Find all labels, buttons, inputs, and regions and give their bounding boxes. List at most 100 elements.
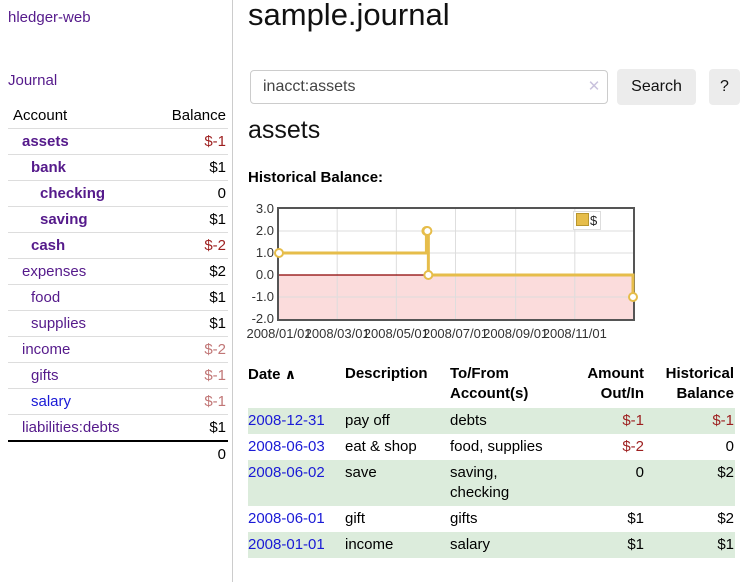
transaction-accounts: saving, checking [450, 464, 510, 501]
account-row: expenses $2 [8, 258, 228, 285]
x-axis-tick-label: 2008/05/01 [363, 326, 429, 341]
sort-ascending-icon: ∧ [284, 366, 297, 382]
y-axis-tick-label: 1.0 [255, 245, 274, 260]
y-axis-tick-label: -1.0 [251, 289, 274, 304]
account-balance: $-1 [150, 362, 228, 389]
register-table-body: 2008-12-31 pay off debts $-1 $-1 2008-06-03 ea… [248, 408, 735, 558]
register-header-row: Date ∧ Description To/From Account(s) Am… [248, 362, 735, 408]
accounts-table-body: Account Balance assets $-1 bank $1 checking 0… [8, 103, 228, 467]
amount-column-header: Amount Out/In [587, 365, 644, 402]
clear-search-icon[interactable]: ✕ [587, 78, 601, 95]
data-point-marker [422, 226, 433, 236]
transaction-date-link[interactable]: 2008-12-31 [248, 412, 325, 429]
historical-balance-chart: 3.0 2.0 1.0 0.0 -1.0 -2.0 2008/01/01 2008/03/0… [246, 199, 742, 344]
transaction-amount: $1 [627, 536, 644, 553]
app-title-link[interactable]: hledger-web [8, 9, 91, 26]
account-row: gifts $-1 [8, 362, 228, 389]
account-row: liabilities:debts $1 [8, 414, 228, 441]
account-row: food $1 [8, 284, 228, 311]
transaction-date-link[interactable]: 2008-06-03 [248, 438, 325, 455]
sidebar-account-link[interactable]: food [31, 289, 61, 306]
transaction-amount: $1 [627, 510, 644, 527]
account-balance: 0 [150, 180, 228, 207]
account-balance: $-1 [150, 388, 228, 415]
chart-legend: $ [573, 211, 602, 230]
sidebar-account-link[interactable]: cash [31, 237, 66, 254]
account-column-header: Account [13, 107, 68, 124]
sidebar-item-journal[interactable]: Journal [8, 72, 58, 89]
sidebar-account-link[interactable]: saving [40, 211, 88, 228]
register-row: 2008-06-02 save saving, checking 0 $2 [248, 460, 735, 506]
data-point-marker [628, 292, 638, 302]
y-axis-tick-label: 2.0 [255, 223, 274, 238]
transaction-balance: $2 [717, 510, 734, 527]
x-axis-tick-label: 2008/09/01 [483, 326, 549, 341]
account-balance: $-2 [150, 336, 228, 363]
transaction-description: gift [345, 510, 366, 527]
transaction-balance: $2 [717, 464, 734, 481]
sidebar-account-link[interactable]: income [22, 341, 71, 358]
transaction-description: income [345, 536, 394, 553]
transaction-date-link[interactable]: 2008-06-01 [248, 510, 325, 527]
search-button[interactable]: Search [617, 69, 696, 105]
transaction-date-link[interactable]: 2008-06-02 [248, 464, 325, 481]
accounts-table-header-row: Account Balance [8, 103, 228, 129]
account-row: cash $-2 [8, 232, 228, 259]
transaction-description: pay off [345, 412, 390, 429]
transaction-accounts: gifts [450, 510, 478, 527]
sidebar-divider [232, 0, 233, 582]
chart-label: Historical Balance: [248, 169, 384, 186]
legend-series-label: $ [590, 213, 598, 228]
data-point-marker [423, 270, 434, 280]
accounts-column-header: To/From Account(s) [450, 365, 529, 402]
x-axis-tick-label: 2008/01/01 [246, 326, 312, 341]
account-balance: $1 [150, 284, 228, 311]
account-balance: $-2 [150, 232, 228, 259]
sidebar-account-link[interactable]: liabilities:debts [22, 419, 120, 436]
transaction-amount: $-2 [622, 438, 644, 455]
transaction-accounts: salary [450, 536, 491, 553]
account-row: bank $1 [8, 154, 228, 181]
page-title: sample.journal [248, 0, 450, 32]
data-point-marker [274, 248, 284, 258]
register-row: 2008-06-01 gift gifts $1 $2 [248, 506, 735, 532]
legend-swatch-icon [576, 213, 589, 226]
y-axis-tick-label: 3.0 [255, 201, 274, 216]
register-row: 2008-12-31 pay off debts $-1 $-1 [248, 408, 735, 434]
sidebar-account-link[interactable]: assets [22, 133, 69, 150]
transaction-date-link[interactable]: 2008-01-01 [248, 536, 325, 553]
description-column-header: Description [345, 365, 428, 382]
transaction-balance: $1 [717, 536, 734, 553]
x-axis-tick-label: 2008/07/01 [422, 326, 489, 341]
transaction-balance: 0 [725, 438, 734, 455]
transaction-balance: $-1 [712, 412, 734, 429]
x-axis-tick-label: 2008/11/01 [542, 326, 607, 341]
sidebar-account-link[interactable]: bank [31, 159, 67, 176]
sidebar-account-link[interactable]: expenses [22, 263, 87, 280]
date-column-header[interactable]: Date ∧ [248, 366, 297, 383]
register-row: 2008-01-01 income salary $1 $1 [248, 532, 735, 558]
sidebar-account-link[interactable]: checking [40, 185, 106, 202]
accounts-balance-table: Account Balance assets $-1 bank $1 checking 0… [8, 103, 228, 467]
x-axis-tick-label: 2008/03/01 [304, 326, 370, 341]
account-balance: $1 [150, 414, 228, 441]
account-row: checking 0 [8, 180, 228, 207]
account-row: assets $-1 [8, 128, 228, 155]
balance-column-header-register: Historical Balance [665, 365, 734, 402]
sidebar-account-link[interactable]: gifts [31, 367, 59, 384]
search-input[interactable] [250, 70, 608, 104]
account-row: salary $-1 [8, 388, 228, 415]
search-form: ✕ Search ? [248, 69, 742, 107]
sidebar-account-link[interactable]: supplies [31, 315, 87, 332]
register-table: Date ∧ Description To/From Account(s) Am… [248, 362, 735, 558]
sidebar-account-link[interactable]: salary [31, 393, 72, 410]
transaction-amount: 0 [635, 464, 644, 481]
y-axis-tick-label: 0.0 [255, 267, 274, 282]
account-balance: $1 [150, 206, 228, 233]
search-help-button[interactable]: ? [709, 69, 740, 105]
transaction-description: eat & shop [345, 438, 417, 455]
account-balance: $1 [150, 310, 228, 337]
account-balance: $1 [150, 154, 228, 181]
accounts-total-value: 0 [150, 440, 228, 467]
